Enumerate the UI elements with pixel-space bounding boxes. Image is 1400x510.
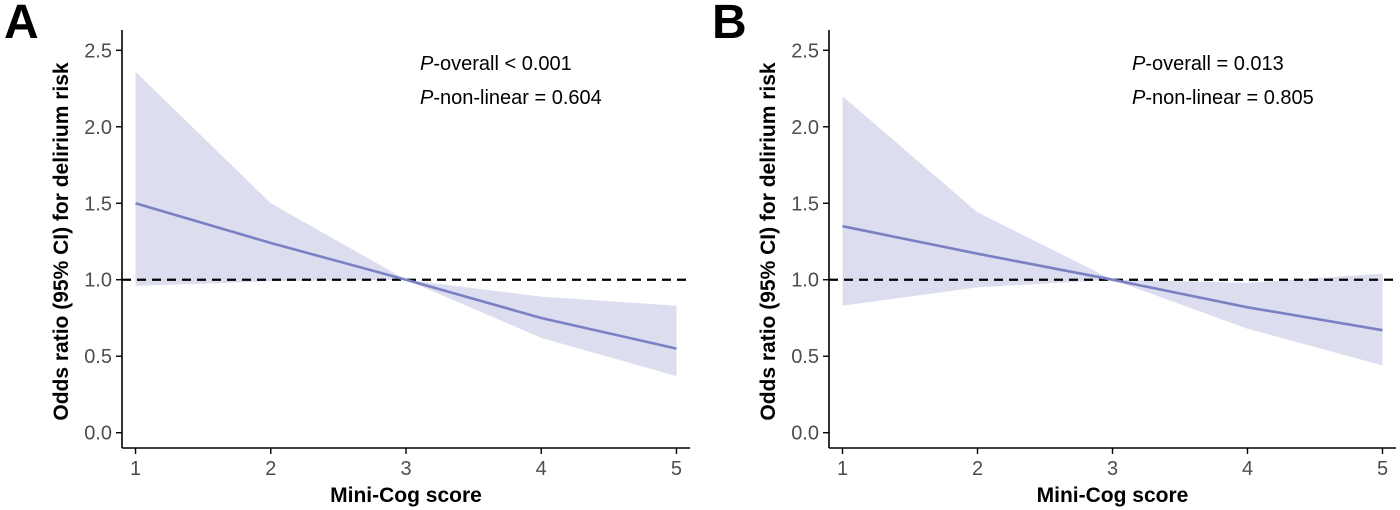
y-tick-label: 1.0: [84, 270, 112, 292]
y-tick-label: 2.0: [791, 117, 819, 139]
confidence-band: [135, 71, 677, 377]
y-axis-title: Odds ratio (95% CI) for delirium risk: [757, 62, 780, 421]
p-value-annotation: P-overall < 0.001: [420, 53, 572, 75]
x-tick-label: 5: [1377, 458, 1388, 480]
x-tick-label: 1: [130, 458, 141, 480]
y-tick-label: 1.5: [84, 193, 112, 215]
chart-panel-b: B 0.0 0.5 1.0 1.5 2.0 2.5 1 2 3 4 5 Mini-Cog score Od…: [712, 0, 1396, 507]
panel-label: A: [4, 0, 39, 49]
confidence-band: [842, 96, 1383, 366]
x-axis-title: Mini-Cog score: [330, 484, 482, 507]
y-tick-label: 2.0: [84, 117, 112, 139]
x-tick-label: 3: [400, 458, 411, 480]
x-tick-label: 2: [265, 458, 276, 480]
y-tick-label: 0.5: [84, 346, 112, 368]
y-tick-label: 2.5: [791, 40, 819, 62]
x-tick-label: 5: [671, 458, 682, 480]
y-tick-label: 1.0: [791, 270, 819, 292]
x-tick-label: 2: [972, 458, 983, 480]
x-tick-label: 4: [1242, 458, 1253, 480]
y-tick-label: 1.5: [791, 193, 819, 215]
p-value-annotation: P-non-linear = 0.805: [1132, 87, 1314, 109]
estimate-line: [842, 224, 1383, 332]
y-tick-label: 0.0: [791, 423, 819, 445]
estimate-line: [135, 202, 677, 350]
x-tick-label: 1: [837, 458, 848, 480]
x-tick-label: 4: [536, 458, 547, 480]
y-tick-label: 0.5: [791, 346, 819, 368]
x-tick-label: 3: [1107, 458, 1118, 480]
y-tick-label: 2.5: [84, 40, 112, 62]
chart-panel-a: A 0.0 0.5 1.0 1.5 2.0 2.5 1 2 3 4 5 Mini-Cog score Od…: [4, 0, 690, 507]
y-tick-label: 0.0: [84, 423, 112, 445]
panel-label: B: [712, 0, 747, 49]
x-axis-title: Mini-Cog score: [1037, 484, 1189, 507]
y-axis-title: Odds ratio (95% CI) for delirium risk: [50, 62, 73, 421]
p-value-annotation: P-non-linear = 0.604: [420, 87, 602, 109]
p-value-annotation: P-overall = 0.013: [1132, 53, 1284, 75]
